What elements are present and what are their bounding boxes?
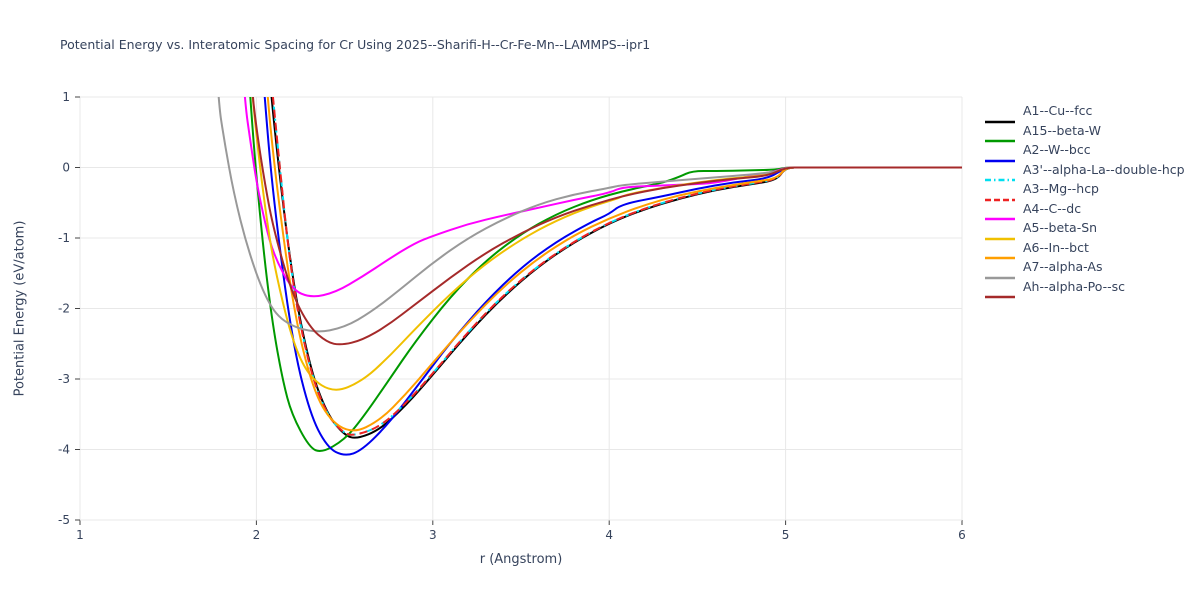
legend-swatch: [985, 148, 1015, 162]
legend-swatch: [985, 226, 1015, 240]
legend-label: A2--W--bcc: [1023, 142, 1091, 158]
legend-swatch: [985, 245, 1015, 260]
legend-swatch: [985, 206, 1015, 221]
legend-swatch: [985, 109, 1015, 123]
legend-item: A7--alpha-As: [985, 257, 1185, 279]
series-line-a15-beta-w: [249, 97, 962, 453]
x-tick-label: 5: [782, 528, 790, 542]
legend-item: A3'--alpha-La--double-hcp: [985, 160, 1185, 182]
legend-item: A5--beta-Sn: [985, 218, 1185, 240]
legend-item: Ah--alpha-Po--sc: [985, 277, 1185, 299]
x-tick-label: 4: [605, 528, 613, 542]
y-tick-label: 1: [62, 90, 70, 104]
y-tick-label: -1: [58, 231, 70, 245]
legend-item: A3--Mg--hcp: [985, 179, 1185, 201]
legend-label: A3'--alpha-La--double-hcp: [1023, 161, 1185, 177]
series-line-a7-alpha-as: [217, 97, 962, 333]
legend-label: A6--In--bct: [1023, 239, 1089, 255]
legend-item: A4--C--dc: [985, 199, 1185, 221]
legend-item: A6--In--bct: [985, 238, 1185, 260]
y-tick-label: -3: [58, 372, 70, 386]
series-line-a3-alpha-la-double-hcp: [271, 97, 962, 436]
legend-label: A1--Cu--fcc: [1023, 103, 1093, 119]
legend-swatch: [985, 167, 1015, 182]
legend-label: A15--beta-W: [1023, 122, 1102, 138]
series-line-ah-alpha-po-sc: [251, 97, 962, 346]
legend-swatch: [985, 187, 1015, 201]
legend-swatch: [985, 128, 1015, 143]
legend-swatch: [985, 265, 1015, 279]
legend-label: A4--C--dc: [1023, 200, 1082, 216]
legend-label: A3--Mg--hcp: [1023, 181, 1099, 197]
legend-label: A5--beta-Sn: [1023, 220, 1098, 236]
y-tick-label: -2: [58, 302, 70, 316]
series-line-a3-mg-hcp: [271, 97, 962, 436]
x-tick-label: 6: [958, 528, 966, 542]
legend-label: Ah--alpha-Po--sc: [1023, 278, 1126, 294]
x-tick-label: 2: [253, 528, 261, 542]
legend-item: A1--Cu--fcc: [985, 101, 1185, 123]
legend-swatch: [985, 284, 1015, 299]
y-tick-label: 0: [62, 161, 70, 175]
series-line-a4-c-dc: [243, 97, 962, 298]
y-tick-label: -4: [58, 443, 70, 457]
x-tick-label: 3: [429, 528, 437, 542]
legend: A1--Cu--fcc A15--beta-W A2--W--bcc A3'--alp…: [985, 101, 1185, 299]
x-tick-label: 1: [76, 528, 84, 542]
chart-title: Potential Energy vs. Interatomic Spacing…: [60, 37, 651, 52]
series-line-a6-in-bct: [266, 97, 962, 432]
legend-item: A15--beta-W: [985, 121, 1185, 143]
x-axis-label: r (Angstrom): [479, 552, 563, 567]
series-line-a2-w-bcc: [263, 97, 962, 456]
y-tick-label: -5: [58, 513, 70, 527]
legend-item: A2--W--bcc: [985, 140, 1185, 162]
legend-label: A7--alpha-As: [1023, 259, 1103, 275]
